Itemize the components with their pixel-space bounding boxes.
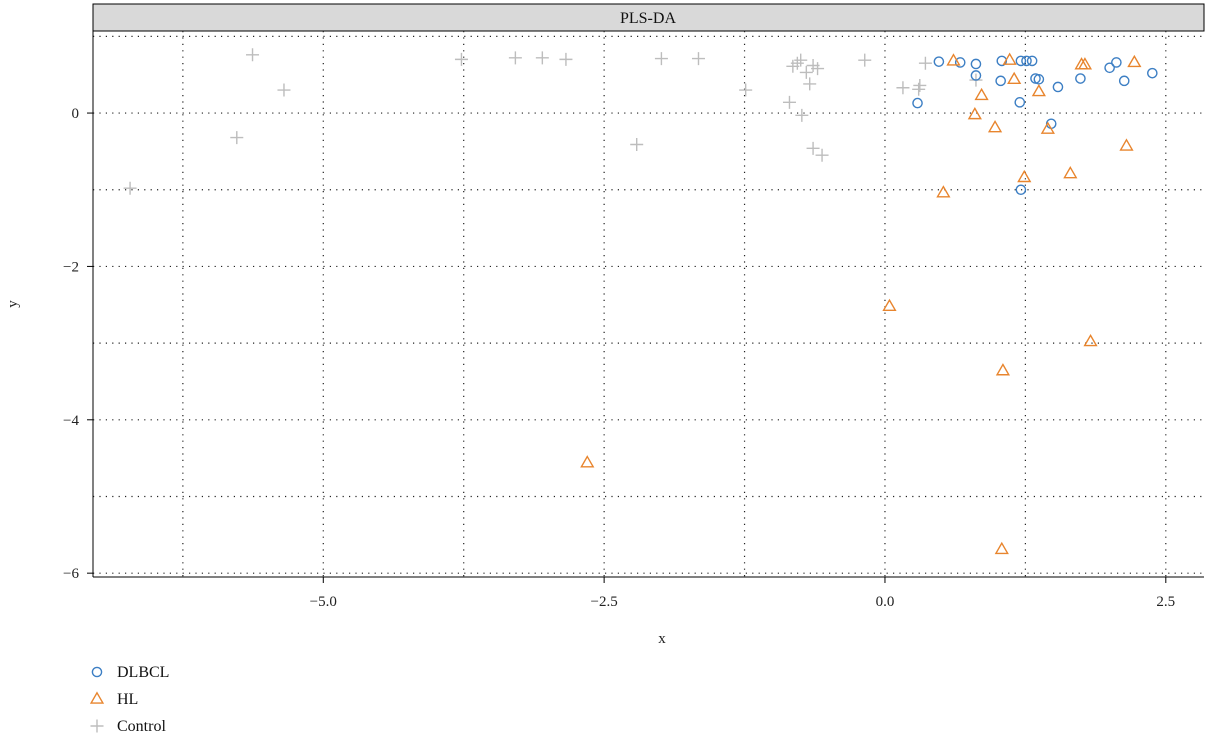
point-dlbcl xyxy=(970,58,982,70)
point-hl xyxy=(1127,54,1142,68)
point-control xyxy=(806,141,820,155)
point-dlbcl xyxy=(995,75,1006,87)
y-axis-title: y xyxy=(5,300,21,308)
point-dlbcl xyxy=(1026,55,1038,67)
point-control xyxy=(230,131,244,145)
x-tick-label: 0.0 xyxy=(876,594,895,610)
legend-label-control: Control xyxy=(117,718,166,735)
point-hl xyxy=(1040,121,1055,134)
point-control xyxy=(913,78,927,92)
point-hl xyxy=(580,455,595,468)
point-dlbcl xyxy=(1014,97,1026,108)
y-tick-label: −4 xyxy=(63,413,79,429)
legend-marker-hl xyxy=(89,691,105,704)
legend: DLBCL HL Control xyxy=(89,664,169,735)
point-control xyxy=(896,81,910,95)
point-dlbcl xyxy=(912,97,923,109)
point-dlbcl xyxy=(1052,81,1064,93)
point-control xyxy=(654,52,668,66)
point-dlbcl xyxy=(1015,184,1027,196)
point-control xyxy=(559,52,573,66)
point-control xyxy=(277,83,291,97)
point-control xyxy=(803,77,817,91)
point-control xyxy=(508,51,522,65)
x-tick-label: −5.0 xyxy=(310,594,337,610)
point-dlbcl xyxy=(1118,75,1130,87)
point-control xyxy=(535,51,549,65)
point-hl xyxy=(995,363,1011,376)
point-hl xyxy=(967,106,982,120)
point-hl xyxy=(882,298,897,312)
point-hl xyxy=(987,120,1003,133)
point-control xyxy=(918,56,932,70)
point-control xyxy=(739,83,753,97)
point-hl xyxy=(1007,71,1022,85)
legend-label-dlbcl: DLBCL xyxy=(117,664,169,681)
y-tick-label: 0 xyxy=(72,106,80,122)
point-hl xyxy=(1119,138,1134,151)
strip-title: PLS-DA xyxy=(620,10,676,27)
point-hl xyxy=(1031,83,1046,97)
point-control xyxy=(795,108,809,122)
data-points xyxy=(123,48,1158,555)
point-control xyxy=(691,52,705,66)
point-dlbcl xyxy=(1147,67,1158,79)
point-hl xyxy=(1063,166,1078,179)
point-control xyxy=(811,62,825,76)
point-control xyxy=(454,52,468,66)
strip-background xyxy=(92,3,1205,32)
point-dlbcl xyxy=(1021,55,1032,67)
point-control xyxy=(246,48,260,62)
point-control xyxy=(858,53,872,67)
point-control xyxy=(630,137,644,151)
axes: −5.0 −2.5 0.0 2.5 0 −2 −4 −6 xyxy=(63,31,1204,610)
point-hl xyxy=(936,185,951,198)
legend-marker-control xyxy=(90,719,104,733)
point-hl xyxy=(974,87,989,101)
point-control xyxy=(782,95,796,109)
legend-marker-dlbcl xyxy=(91,666,103,678)
y-tick-label: −2 xyxy=(63,259,79,275)
point-hl xyxy=(1017,169,1032,183)
x-axis-title: x xyxy=(658,631,666,647)
point-control xyxy=(794,53,808,67)
x-tick-label: 2.5 xyxy=(1156,594,1175,610)
point-dlbcl xyxy=(1015,55,1027,67)
point-hl xyxy=(946,53,961,66)
x-tick-label: −2.5 xyxy=(591,594,618,610)
point-dlbcl xyxy=(1075,73,1086,84)
legend-label-hl: HL xyxy=(117,691,138,708)
point-dlbcl xyxy=(1104,62,1115,74)
point-dlbcl xyxy=(954,57,966,68)
point-control xyxy=(815,148,829,162)
grid-lines xyxy=(93,31,1204,577)
point-hl xyxy=(1077,57,1093,70)
point-control xyxy=(123,181,137,195)
point-dlbcl xyxy=(1033,74,1045,85)
y-tick-label: −6 xyxy=(63,566,79,582)
point-control xyxy=(799,65,813,79)
point-dlbcl xyxy=(1111,57,1122,68)
point-hl xyxy=(1002,52,1017,65)
point-hl xyxy=(994,541,1009,555)
point-hl xyxy=(1083,333,1098,347)
point-control xyxy=(912,82,926,96)
point-dlbcl xyxy=(933,56,945,67)
point-control xyxy=(790,56,804,70)
point-dlbcl xyxy=(970,70,982,81)
